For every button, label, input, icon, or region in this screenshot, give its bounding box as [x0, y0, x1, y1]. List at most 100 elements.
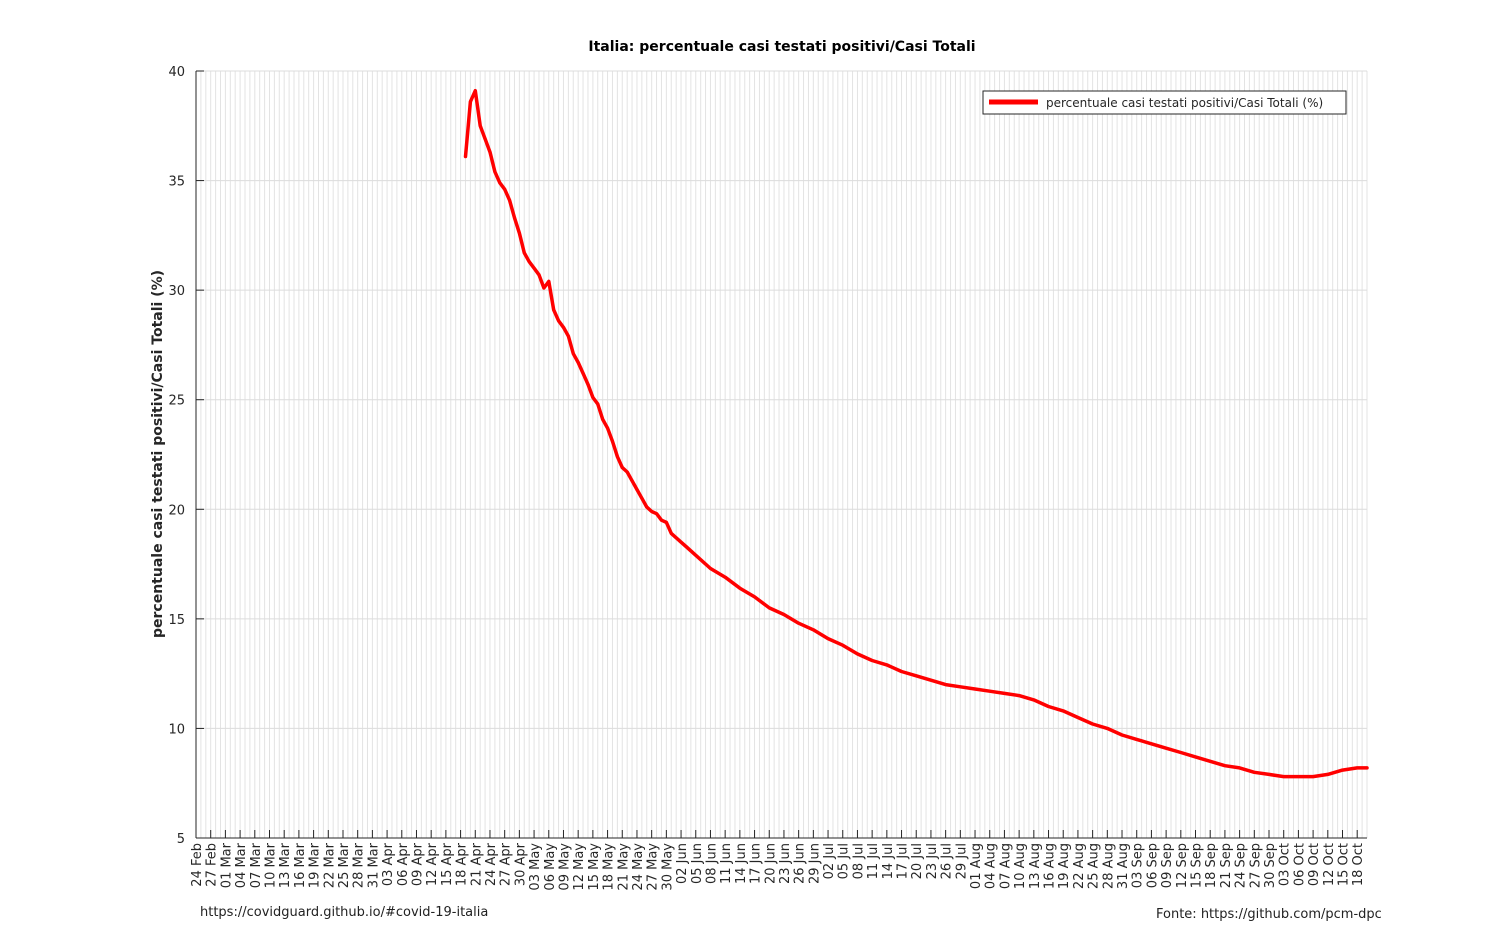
y-axis-label: percentuale casi testati positivi/Casi T…	[150, 270, 166, 638]
x-tick-label: 03 Apr	[381, 842, 396, 886]
x-tick-label: 06 May	[543, 843, 558, 891]
x-tick-label: 24 Apr	[484, 842, 499, 886]
x-tick-label: 16 Mar	[293, 842, 308, 888]
x-tick-label: 20 Jul	[910, 843, 925, 879]
legend-label: percentuale casi testati positivi/Casi T…	[1046, 96, 1323, 110]
x-tick-label: 21 Apr	[469, 842, 484, 886]
x-tick-label: 02 Jun	[675, 843, 690, 884]
x-tick-label: 31 Mar	[366, 842, 381, 888]
x-tick-label: 09 Sep	[1160, 843, 1175, 888]
x-tick-label: 08 Jun	[704, 843, 719, 884]
x-tick-label: 12 Apr	[425, 842, 440, 886]
series-group	[463, 88, 1369, 779]
x-tick-label: 21 May	[616, 843, 631, 891]
x-tick-label: 03 Oct	[1278, 843, 1293, 886]
x-tick-label: 20 Jun	[763, 843, 778, 884]
x-tick-label: 16 Aug	[1043, 843, 1058, 889]
x-tick-label: 03 Sep	[1131, 843, 1146, 888]
grid	[195, 70, 1368, 839]
x-tick-label: 30 May	[660, 843, 675, 891]
x-tick-label: 24 Feb	[190, 843, 205, 887]
x-tick-label: 09 May	[557, 843, 572, 891]
y-tick-label: 30	[168, 284, 185, 299]
y-tick-label: 35	[168, 175, 185, 190]
x-tick-label: 15 Apr	[440, 842, 455, 886]
x-tick-label: 04 Mar	[234, 842, 249, 888]
x-tick-label: 17 Jul	[896, 843, 911, 879]
x-tick-label: 05 Jul	[837, 843, 852, 879]
x-tick-label: 31 Aug	[1116, 843, 1131, 889]
y-tick-label: 40	[168, 65, 185, 80]
x-tick-label: 14 Jul	[881, 843, 896, 879]
x-tick-label: 06 Oct	[1292, 843, 1307, 886]
x-tick-label: 29 Jul	[954, 843, 969, 879]
legend: percentuale casi testati positivi/Casi T…	[982, 90, 1347, 115]
x-tick-label: 24 May	[631, 843, 646, 891]
x-tick-label: 10 Aug	[1013, 843, 1028, 889]
x-tick-label: 15 Oct	[1337, 843, 1352, 886]
left-source-link[interactable]: https://covidguard.github.io/#covid-19-i…	[200, 905, 489, 920]
x-tick-label: 19 Mar	[308, 842, 323, 888]
x-tick-label: 24 Sep	[1234, 843, 1249, 888]
x-tick-label: 30 Apr	[513, 842, 528, 886]
x-tick-label: 18 May	[602, 843, 617, 891]
x-tick-label: 15 May	[587, 843, 602, 891]
y-tick-label: 25	[168, 394, 185, 409]
x-tick-label: 18 Oct	[1351, 843, 1366, 886]
x-tick-label: 07 Mar	[249, 842, 264, 888]
x-tick-label: 25 Aug	[1087, 843, 1102, 889]
y-tick-label: 20	[168, 503, 185, 518]
x-tick-label: 04 Aug	[984, 843, 999, 889]
x-tick-label: 06 Sep	[1145, 843, 1160, 888]
x-tick-label: 27 Sep	[1248, 843, 1263, 888]
x-tick-label: 23 Jul	[925, 843, 940, 879]
x-tick-label: 14 Jun	[734, 843, 749, 884]
x-tick-label: 02 Jul	[822, 843, 837, 879]
x-tick-label: 03 May	[528, 843, 543, 891]
x-tick-label: 25 Mar	[337, 842, 352, 888]
x-tick-label: 28 Aug	[1101, 843, 1116, 889]
x-tick-label: 21 Sep	[1219, 843, 1234, 888]
x-tick-label: 12 Sep	[1175, 843, 1190, 888]
x-tick-label: 13 Mar	[278, 842, 293, 888]
x-tick-label: 01 Aug	[969, 843, 984, 889]
x-tick-label: 22 Mar	[322, 842, 337, 888]
x-tick-label: 10 Mar	[263, 842, 278, 888]
x-tick-label: 12 May	[572, 843, 587, 891]
x-tick-label: 22 Aug	[1072, 843, 1087, 889]
x-tick-label: 13 Aug	[1028, 843, 1043, 889]
x-tick-label: 08 Jul	[851, 843, 866, 879]
x-tick-label: 09 Oct	[1307, 843, 1322, 886]
x-tick-label: 17 Jun	[749, 843, 764, 884]
x-tick-label: 09 Apr	[410, 842, 425, 886]
x-tick-label: 11 Jun	[719, 843, 734, 884]
legend-box	[982, 90, 1347, 115]
series-line	[463, 88, 1369, 779]
right-source-credit: Fonte: https://github.com/pcm-dpc	[1156, 907, 1382, 922]
x-tick-label: 27 May	[646, 843, 661, 891]
x-tick-label: 12 Oct	[1322, 843, 1337, 886]
x-tick-label: 27 Feb	[205, 843, 220, 887]
y-tick-label: 5	[177, 832, 185, 847]
x-tick-label: 26 Jun	[793, 843, 808, 884]
x-tick-label: 23 Jun	[778, 843, 793, 884]
x-tick-label: 29 Jun	[807, 843, 822, 884]
x-tick-label: 26 Jul	[940, 843, 955, 879]
x-tick-label: 19 Aug	[1057, 843, 1072, 889]
y-tick-label: 10	[168, 722, 185, 737]
y-tick-label: 15	[168, 613, 185, 628]
x-tick-label: 18 Sep	[1204, 843, 1219, 888]
x-tick-label: 27 Apr	[499, 842, 514, 886]
x-tick-label: 28 Mar	[352, 842, 367, 888]
chart-title: Italia: percentuale casi testati positiv…	[588, 39, 975, 55]
x-tick-label: 30 Sep	[1263, 843, 1278, 888]
x-tick-label: 11 Jul	[866, 843, 881, 879]
x-tick-label: 05 Jun	[690, 843, 705, 884]
x-tick-label: 07 Aug	[998, 843, 1013, 889]
x-tick-label: 18 Apr	[455, 842, 470, 886]
x-tick-label: 01 Mar	[219, 842, 234, 888]
x-tick-label: 06 Apr	[396, 842, 411, 886]
x-tick-label: 15 Sep	[1190, 843, 1205, 888]
